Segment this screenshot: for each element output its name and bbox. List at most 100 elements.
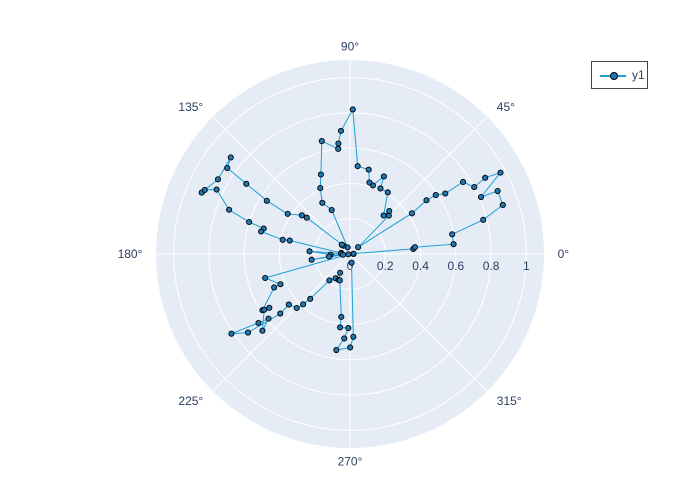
data-point <box>228 330 235 337</box>
data-point <box>285 301 292 308</box>
data-point <box>355 244 362 251</box>
angular-tick-label: 315° <box>497 394 522 408</box>
data-point <box>349 106 356 113</box>
data-point <box>386 207 393 215</box>
data-point <box>366 179 373 186</box>
data-point <box>326 277 333 284</box>
data-point <box>408 210 415 217</box>
data-point <box>411 244 418 251</box>
data-point <box>337 269 344 276</box>
data-point <box>214 176 222 183</box>
data-point <box>279 236 286 243</box>
data-point <box>350 333 357 340</box>
angular-tick-label: 0° <box>558 247 570 261</box>
angular-gridline <box>349 116 488 255</box>
radial-tick-label: 0.8 <box>483 259 500 273</box>
data-point <box>317 171 324 178</box>
data-point <box>449 231 456 238</box>
data-point <box>482 174 489 181</box>
data-point <box>298 212 305 219</box>
data-point <box>286 237 293 244</box>
data-point <box>265 315 272 322</box>
data-point <box>328 206 335 214</box>
data-point <box>258 228 265 235</box>
angular-tick-label: 180° <box>118 247 143 261</box>
data-point <box>348 259 355 266</box>
data-point <box>338 313 345 320</box>
data-point <box>277 310 284 317</box>
data-point <box>497 169 504 176</box>
data-point <box>345 251 352 258</box>
data-point <box>345 325 352 332</box>
data-point <box>244 329 252 336</box>
data-point <box>224 164 231 172</box>
data-point <box>308 256 315 263</box>
data-point <box>293 304 300 312</box>
data-point <box>319 199 326 206</box>
data-point <box>303 214 310 221</box>
angular-tick-label: 135° <box>178 100 203 114</box>
data-point <box>380 173 387 180</box>
data-point <box>432 192 439 199</box>
radial-tick-label: 0.6 <box>447 259 464 273</box>
series-markers-y1 <box>198 106 506 354</box>
data-point <box>480 216 487 223</box>
legend-label-y1: y1 <box>632 68 645 82</box>
radial-tick-label: 0 <box>347 259 354 273</box>
data-point <box>450 241 457 248</box>
data-point <box>317 185 324 192</box>
angular-gridline <box>349 253 488 392</box>
data-point <box>459 178 467 186</box>
radial-tick-label: 0.2 <box>377 259 394 273</box>
data-point <box>341 335 348 342</box>
angular-gridline <box>212 116 351 255</box>
angular-tick-label: 225° <box>178 394 203 408</box>
angular-gridline <box>212 253 351 392</box>
data-point <box>347 344 354 351</box>
data-point <box>335 140 342 147</box>
data-point <box>336 277 343 284</box>
data-point <box>307 295 314 302</box>
data-point <box>318 138 325 145</box>
data-point <box>338 241 346 248</box>
data-point <box>261 306 268 313</box>
data-point <box>365 166 372 173</box>
data-point <box>266 304 273 311</box>
data-point <box>325 253 333 260</box>
data-point <box>227 154 234 161</box>
data-point <box>499 201 506 208</box>
data-point <box>306 248 313 255</box>
data-point <box>226 206 233 213</box>
data-point <box>255 319 262 327</box>
data-point <box>300 301 307 308</box>
data-point <box>284 210 291 217</box>
data-point <box>335 145 342 152</box>
data-point <box>339 251 347 258</box>
data-point <box>494 187 501 195</box>
angular-tick-label: 90° <box>341 39 359 53</box>
radial-tick-label: 0.4 <box>412 259 429 273</box>
data-point <box>350 250 357 257</box>
data-point <box>377 185 384 192</box>
data-point <box>380 212 387 219</box>
data-point <box>354 163 361 170</box>
data-point <box>333 346 340 354</box>
data-point <box>201 186 208 193</box>
data-point <box>262 274 269 282</box>
angular-tick-label: 45° <box>497 100 515 114</box>
data-point <box>213 186 220 193</box>
data-point <box>259 327 266 334</box>
data-point <box>442 190 449 197</box>
axis-labels: 0 0.2 0.4 0.6 0.8 1 0° 45° 90° 135° 180° 225° 270° 31… <box>118 39 570 468</box>
data-point <box>423 197 430 204</box>
legend[interactable]: y1 <box>591 61 648 89</box>
data-point <box>384 189 391 196</box>
data-point <box>337 127 345 134</box>
data-point <box>243 180 250 187</box>
data-point <box>277 281 284 288</box>
angular-tick-label: 270° <box>338 455 363 469</box>
legend-marker-swatch <box>610 72 618 80</box>
data-point <box>477 193 485 201</box>
radial-tick-label: 1 <box>523 259 530 273</box>
